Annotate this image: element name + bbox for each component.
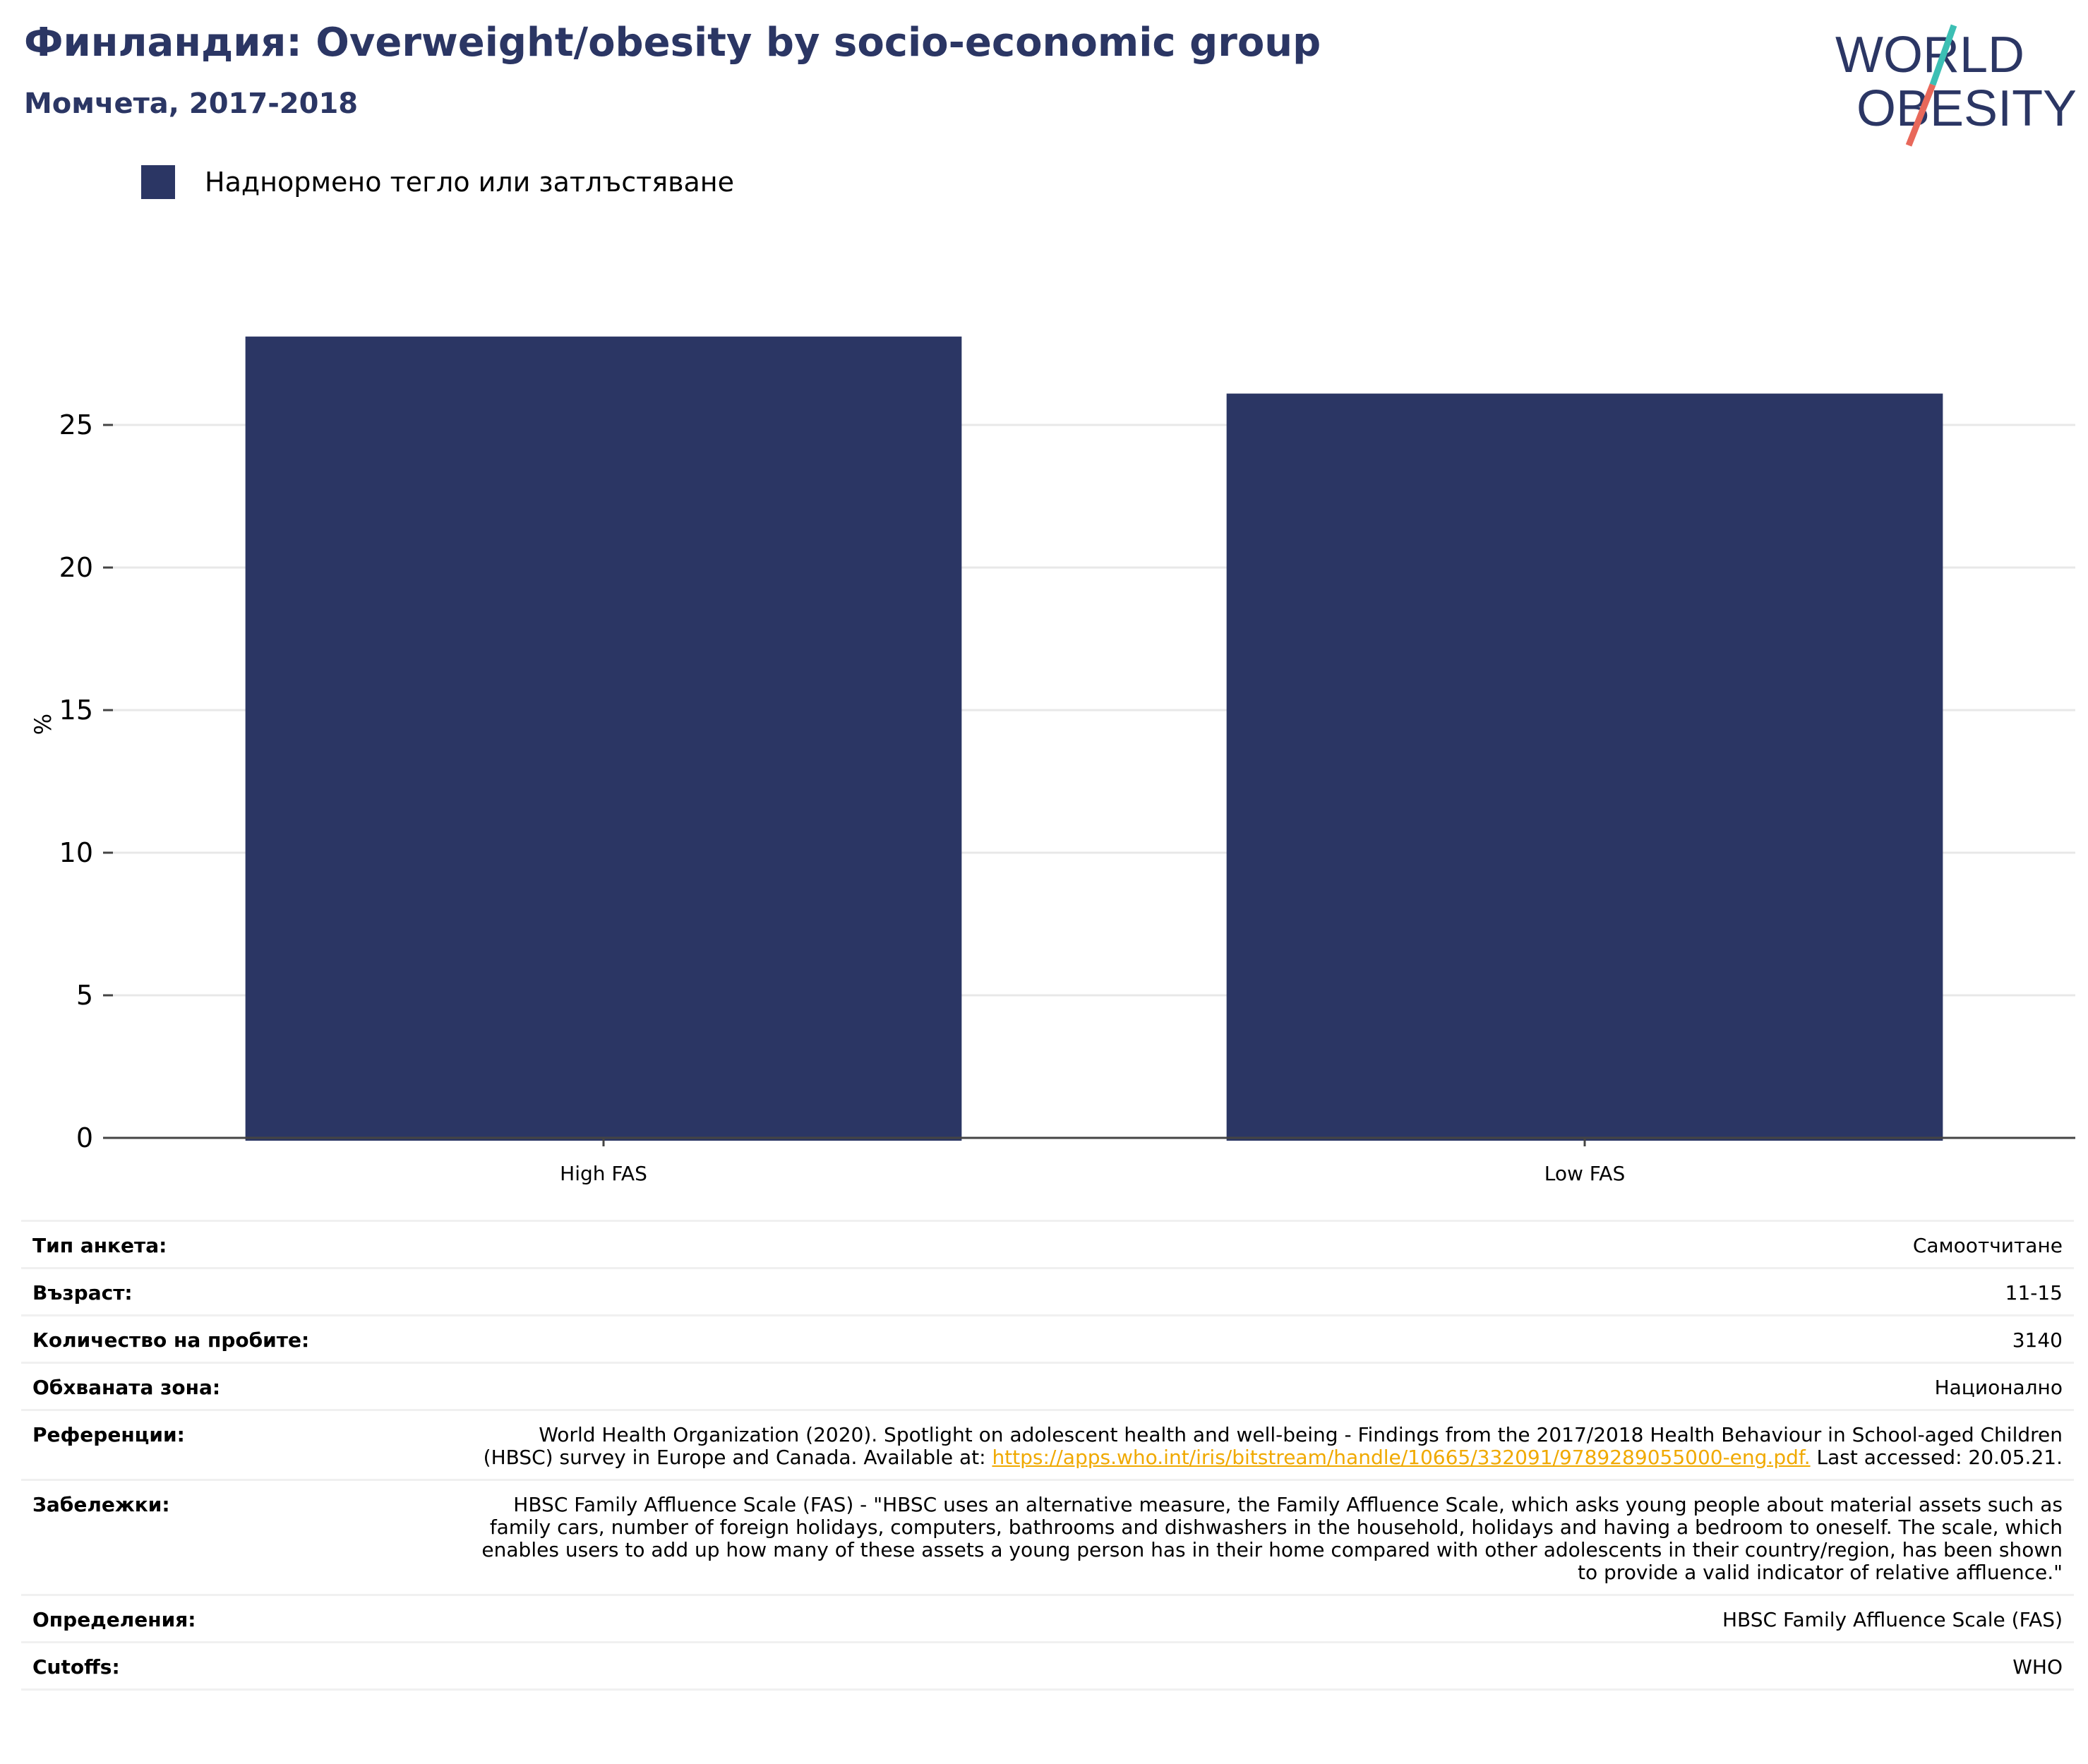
meta-key: Референции:: [32, 1423, 185, 1446]
logo-text-obesity: OBESITY: [1856, 80, 2075, 137]
y-tick-label: 15: [59, 695, 93, 726]
logo-slash-bottom: [1905, 83, 1936, 147]
reference-accessed: Last accessed: 20.05.21.: [1810, 1446, 2063, 1469]
meta-value: 11-15: [2005, 1281, 2063, 1304]
meta-row: Определения: HBSC Family Affluence Scale …: [21, 1594, 2074, 1641]
page-title: Финландия: Overweight/obesity by socio-e…: [24, 20, 1321, 66]
bars: [245, 336, 1943, 1141]
y-tick-label: 20: [59, 552, 93, 583]
reference-link[interactable]: https://apps.who.int/iris/bitstream/hand…: [992, 1446, 1811, 1469]
legend-swatch: [141, 165, 175, 199]
x-axis-ticks: High FAS Low FAS: [560, 1138, 1625, 1185]
logo-text-world: WORLD: [1835, 27, 2024, 83]
meta-row: Обхваната зона: Национално: [21, 1362, 2074, 1409]
x-tick-label: Low FAS: [1544, 1162, 1626, 1185]
meta-value: HBSC Family Affluence Scale (FAS) - "HBS…: [481, 1493, 2063, 1584]
chart-legend: Наднормено тегло или затлъстяване: [141, 165, 734, 199]
y-tick-label: 0: [76, 1122, 93, 1153]
meta-key: Забележки:: [32, 1493, 170, 1516]
meta-row: Референции: World Health Organization (20…: [21, 1409, 2074, 1479]
meta-row: Тип анкета: Самоотчитане: [21, 1220, 2074, 1267]
meta-row: Количество на пробите: 3140: [21, 1314, 2074, 1362]
page-subtitle: Момчета, 2017-2018: [24, 88, 359, 120]
legend-label: Наднормено тегло или затлъстяване: [205, 167, 734, 198]
meta-key: Cutoffs:: [32, 1655, 120, 1679]
bar-high-fas: [245, 336, 962, 1141]
meta-value: Национално: [1934, 1376, 2063, 1399]
meta-row: Възраст: 11-15: [21, 1267, 2074, 1314]
x-tick-label: High FAS: [560, 1162, 647, 1185]
meta-value: 3140: [2012, 1328, 2063, 1352]
logo-slash-top: [1929, 24, 1957, 86]
meta-value: Самоотчитане: [1912, 1234, 2063, 1257]
y-axis-label: %: [30, 714, 56, 735]
bar-chart: 0 5 10 15 20 25 High FAS Low FAS %: [30, 336, 2075, 1185]
meta-key: Количество на пробите:: [32, 1328, 310, 1352]
meta-value: HBSC Family Affluence Scale (FAS): [1722, 1608, 2063, 1631]
meta-row: Забележки: HBSC Family Affluence Scale (F…: [21, 1479, 2074, 1594]
reference-text: World Health Organization (2020). Spotli…: [483, 1423, 2063, 1469]
y-axis-ticks: 0 5 10 15 20 25: [59, 409, 113, 1153]
y-tick-label: 5: [76, 980, 93, 1011]
meta-value: World Health Organization (2020). Spotli…: [467, 1424, 2063, 1469]
y-tick-label: 25: [59, 409, 93, 440]
meta-value: WHO: [2012, 1655, 2063, 1679]
bar-low-fas: [1226, 393, 1943, 1141]
meta-key: Определения:: [32, 1608, 196, 1631]
meta-key: Тип анкета:: [32, 1234, 167, 1257]
meta-key: Обхваната зона:: [32, 1376, 221, 1399]
world-obesity-logo: WORLD OBESITY: [1835, 24, 2075, 147]
y-tick-label: 10: [59, 837, 93, 868]
meta-key: Възраст:: [32, 1281, 133, 1304]
meta-row: Cutoffs: WHO: [21, 1641, 2074, 1691]
metadata-table: Тип анкета: Самоотчитане Възраст: 11-15 Коли…: [21, 1220, 2074, 1691]
